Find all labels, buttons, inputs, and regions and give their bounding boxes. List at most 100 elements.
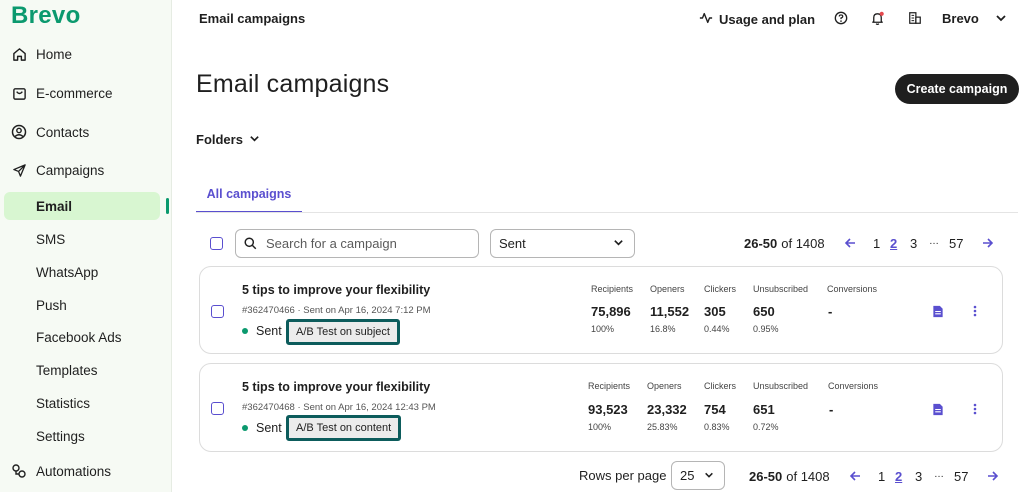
clickers-label: Clickers <box>704 284 737 294</box>
sidebar-item-templates[interactable]: Templates <box>0 356 172 384</box>
home-icon <box>11 46 27 62</box>
recipients-value: 93,523 <box>588 402 628 417</box>
sidebar-item-whatsapp[interactable]: WhatsApp <box>0 258 172 286</box>
campaign-checkbox[interactable] <box>211 402 224 415</box>
pagination-total: of 1408 <box>786 468 830 484</box>
brevo-logo[interactable]: Brevo <box>11 2 81 29</box>
active-indicator <box>166 198 169 214</box>
unsubscribed-label: Unsubscribed <box>753 381 809 391</box>
contacts-icon <box>11 124 27 140</box>
folders-dropdown[interactable]: Folders <box>196 132 260 147</box>
clickers-value: 754 <box>704 402 726 417</box>
chevron-down-icon <box>249 132 260 147</box>
campaign-checkbox[interactable] <box>211 305 224 318</box>
conversions-label: Conversions <box>828 381 879 391</box>
conversions-value: - <box>828 304 833 319</box>
chevron-down-icon <box>613 236 624 251</box>
unsubscribed-percent: 0.95% <box>753 324 779 334</box>
next-page-arrow-icon[interactable] <box>981 236 995 250</box>
campaign-card[interactable]: 5 tips to improve your flexibility #3624… <box>199 266 1003 354</box>
status-filter-select[interactable]: Sent <box>490 229 635 258</box>
rows-per-page-select[interactable]: 25 <box>671 461 725 490</box>
select-all-checkbox[interactable] <box>210 237 223 250</box>
page-link-current[interactable]: 2 <box>895 469 903 484</box>
tabs-divider <box>196 212 1018 213</box>
activity-icon <box>699 11 713 28</box>
status-dot <box>242 425 248 431</box>
send-icon <box>11 162 27 178</box>
sidebar-item-label: Home <box>36 46 73 62</box>
page-link[interactable]: 1 <box>873 236 881 251</box>
search-input[interactable] <box>266 236 466 251</box>
page-link[interactable]: 57 <box>954 469 969 484</box>
automations-icon <box>11 463 27 479</box>
more-options-icon[interactable] <box>968 304 982 318</box>
sidebar-item-automations[interactable]: Automations <box>0 457 172 485</box>
campaign-title[interactable]: 5 tips to improve your flexibility <box>242 283 431 297</box>
shopping-bag-icon <box>11 85 27 101</box>
campaign-status: Sent <box>242 421 282 435</box>
sidebar-item-label: Push <box>36 297 67 313</box>
openers-label: Openers <box>650 284 685 294</box>
unsubscribed-value: 650 <box>753 304 775 319</box>
page-title: Email campaigns <box>196 70 390 98</box>
bell-icon[interactable] <box>869 10 885 26</box>
prev-page-arrow-icon[interactable] <box>848 469 862 483</box>
report-icon[interactable] <box>931 304 945 318</box>
search-box[interactable] <box>235 229 479 258</box>
sidebar-item-label: Campaigns <box>36 162 105 178</box>
openers-percent: 25.83% <box>647 422 678 432</box>
status-label: Sent <box>256 324 282 338</box>
sidebar-item-home[interactable]: Home <box>0 40 172 68</box>
status-filter-value: Sent <box>499 236 526 251</box>
sidebar-item-settings[interactable]: Settings <box>0 422 172 450</box>
page-link[interactable]: 3 <box>915 469 923 484</box>
rows-per-page-label: Rows per page <box>579 468 667 483</box>
campaign-title[interactable]: 5 tips to improve your flexibility <box>242 380 431 394</box>
sidebar-item-sms[interactable]: SMS <box>0 225 172 253</box>
chevron-down-icon <box>704 468 714 483</box>
sidebar-item-label: Templates <box>36 362 98 378</box>
help-icon[interactable] <box>833 10 849 26</box>
status-label: Sent <box>256 421 282 435</box>
unsubscribed-label: Unsubscribed <box>753 284 809 294</box>
openers-percent: 16.8% <box>650 324 676 334</box>
page-link-current[interactable]: 2 <box>890 236 898 251</box>
recipients-label: Recipients <box>588 381 631 391</box>
unsubscribed-value: 651 <box>753 402 775 417</box>
report-icon[interactable] <box>931 402 945 416</box>
building-icon[interactable] <box>907 10 923 26</box>
tab-all-campaigns[interactable]: All campaigns <box>196 176 302 213</box>
more-options-icon[interactable] <box>968 402 982 416</box>
page-link[interactable]: 1 <box>878 469 886 484</box>
sidebar-item-ecommerce[interactable]: E-commerce <box>0 79 172 107</box>
sidebar-item-facebook-ads[interactable]: Facebook Ads <box>0 323 172 351</box>
sidebar-item-label: Automations <box>36 463 112 479</box>
campaign-card[interactable]: 5 tips to improve your flexibility #3624… <box>199 363 1003 452</box>
sidebar-item-campaigns[interactable]: Campaigns <box>0 156 172 184</box>
page-link[interactable]: 3 <box>910 236 918 251</box>
search-icon <box>244 237 258 251</box>
clickers-label: Clickers <box>704 381 737 391</box>
next-page-arrow-icon[interactable] <box>986 469 1000 483</box>
page-link[interactable]: 57 <box>949 236 964 251</box>
account-menu[interactable]: Brevo <box>942 11 979 26</box>
sidebar-item-contacts[interactable]: Contacts <box>0 118 172 146</box>
sidebar-item-label: SMS <box>36 231 66 247</box>
chevron-down-icon[interactable] <box>993 10 1009 26</box>
sidebar-item-push[interactable]: Push <box>0 291 172 319</box>
conversions-value: - <box>829 402 834 417</box>
recipients-value: 75,896 <box>591 304 631 319</box>
page-ellipsis: … <box>934 469 944 480</box>
sidebar-item-label: Settings <box>36 428 85 444</box>
unsubscribed-percent: 0.72% <box>753 422 779 432</box>
usage-and-plan-link[interactable]: Usage and plan <box>699 10 815 28</box>
clickers-value: 305 <box>704 304 726 319</box>
sidebar-item-statistics[interactable]: Statistics <box>0 389 172 417</box>
sidebar-item-email[interactable]: Email <box>4 192 160 220</box>
pagination-range: 26-50 <box>749 468 783 484</box>
prev-page-arrow-icon[interactable] <box>843 236 857 250</box>
create-campaign-button[interactable]: Create campaign <box>895 74 1019 104</box>
sidebar-item-label: Contacts <box>36 124 90 140</box>
ab-test-tag: A/B Test on content <box>286 415 402 441</box>
